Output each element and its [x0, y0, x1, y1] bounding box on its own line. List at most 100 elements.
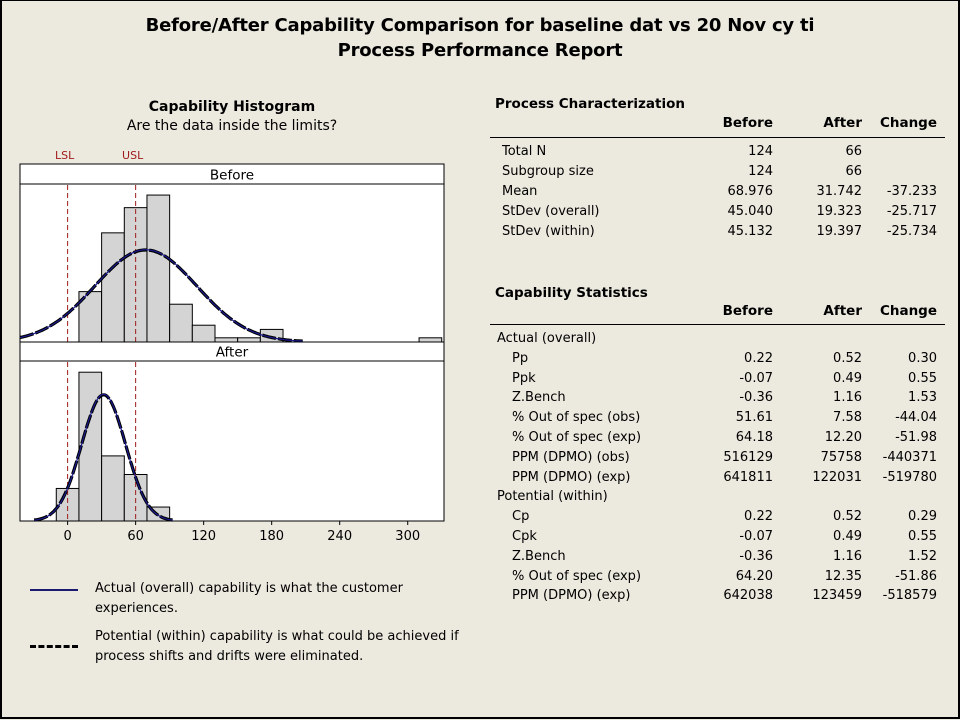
value-change: -25.734: [886, 224, 937, 239]
value-after: 19.397: [816, 224, 863, 239]
x-tick-label: 180: [259, 529, 284, 544]
histogram-bar: [101, 232, 125, 343]
value-after: 7.58: [833, 410, 862, 426]
value-after: 123459: [812, 588, 862, 604]
column-after: After: [823, 303, 862, 319]
table-row: StDev (overall) 45.040 19.323 -25.717: [490, 204, 945, 224]
value-before: -0.07: [739, 529, 773, 544]
row-label: PPM (DPMO) (obs): [512, 449, 630, 465]
legend-actual-text: Actual (overall) capability is what the …: [95, 581, 403, 616]
value-change: 0.29: [908, 509, 937, 525]
row-label: StDev (within): [502, 224, 595, 239]
row-label: Cp: [512, 509, 530, 525]
overall-capability-curve: [19, 249, 303, 342]
table-row: PPM (DPMO) (exp) 642038 123459 -518579: [490, 588, 945, 608]
table-row: Total N 124 66: [490, 144, 945, 164]
value-change: -440371: [882, 449, 937, 465]
value-before: 64.20: [735, 568, 773, 584]
row-label: Ppk: [512, 370, 536, 386]
value-change: -44.04: [895, 410, 937, 426]
histogram-bar: [146, 194, 171, 343]
report-title: Before/After Capability Comparison for b…: [145, 15, 815, 36]
table-row: Z.Bench -0.36 1.16 1.52: [490, 549, 945, 569]
value-before: 68.976: [727, 184, 774, 199]
table-row: Ppk -0.07 0.49 0.55: [490, 371, 945, 391]
column-before: Before: [722, 115, 773, 131]
value-after: 75758: [820, 449, 862, 465]
value-before: 641811: [723, 469, 773, 485]
histogram-bar: [237, 337, 261, 343]
row-label: Actual (overall): [497, 331, 597, 346]
histogram-panel-after: After: [19, 341, 445, 522]
capability-histogram: LSL USL Before After 0 60 120 180 240 300: [19, 149, 445, 544]
legend-potential-text: Potential (within) capability is what co…: [95, 627, 475, 667]
header-rule: [490, 324, 945, 325]
table-row: Cp 0.22 0.52 0.29: [490, 509, 945, 529]
row-label: % Out of spec (exp): [512, 568, 642, 584]
value-after: 12.35: [824, 568, 862, 584]
panel-label: After: [216, 345, 249, 361]
spec-limit-label-usl: USL: [122, 149, 144, 162]
x-tick-label: 0: [63, 529, 71, 544]
histogram-title: Capability Histogram: [148, 99, 316, 115]
value-before: -0.36: [739, 548, 773, 564]
value-after: 0.52: [833, 350, 862, 366]
histogram-bar: [418, 337, 443, 343]
value-before: -0.36: [739, 390, 773, 406]
legend-dashed-line-icon: [30, 645, 78, 648]
histogram-bar: [78, 371, 103, 522]
table-row: % Out of spec (obs) 51.61 7.58 -44.04: [490, 410, 945, 430]
x-tick-label: 300: [395, 529, 420, 544]
table-row: % Out of spec (exp) 64.18 12.20 -51.98: [490, 430, 945, 450]
value-change: 0.55: [908, 370, 937, 386]
value-after: 66: [845, 164, 862, 179]
row-label: PPM (DPMO) (exp): [512, 469, 631, 485]
row-label: % Out of spec (exp): [512, 430, 642, 445]
histogram-panel-before: Before: [19, 163, 445, 343]
histogram-subtitle: Are the data inside the limits?: [126, 118, 338, 134]
value-after: 66: [845, 144, 862, 159]
table-row: % Out of spec (exp) 64.20 12.35 -51.86: [490, 569, 945, 589]
row-label: PPM (DPMO) (exp): [512, 588, 631, 604]
value-after: 31.742: [816, 184, 863, 199]
table-row: Pp 0.22 0.52 0.30: [490, 351, 945, 371]
x-tick-label: 240: [327, 529, 352, 544]
value-before: -0.07: [739, 370, 773, 386]
value-before: 51.61: [735, 410, 773, 426]
table-row: PPM (DPMO) (obs) 516129 75758 -440371: [490, 450, 945, 470]
value-after: 122031: [812, 469, 862, 485]
value-change: 1.52: [908, 548, 937, 564]
capability-statistics-table: Capability Statistics Before After Chang…: [490, 284, 945, 614]
value-change: 1.53: [908, 390, 937, 406]
table-row: Mean 68.976 31.742 -37.233: [490, 184, 945, 204]
row-label: Cpk: [512, 529, 537, 544]
row-label: Subgroup size: [502, 164, 594, 179]
value-after: 1.16: [833, 548, 862, 564]
table-row: Z.Bench -0.36 1.16 1.53: [490, 390, 945, 410]
value-change: -51.86: [895, 568, 937, 584]
group-header-row: Actual (overall): [490, 331, 945, 351]
row-label: Total N: [502, 144, 547, 159]
value-after: 1.16: [833, 390, 862, 406]
value-before: 45.040: [727, 204, 774, 219]
header-rule: [490, 137, 945, 138]
spec-limit-label-lsl: LSL: [55, 149, 75, 162]
value-before: 124: [748, 164, 773, 179]
column-after: After: [823, 115, 862, 131]
value-before: 45.132: [727, 224, 774, 239]
value-change: 0.55: [908, 529, 937, 544]
value-before: 516129: [723, 449, 773, 465]
group-header-row: Potential (within): [490, 489, 945, 509]
value-before: 64.18: [735, 430, 773, 445]
legend-potential-line1: Potential (within) capability is what co…: [95, 629, 459, 644]
value-after: 19.323: [816, 204, 863, 219]
value-before: 0.22: [744, 350, 773, 366]
legend-solid-line-icon: [30, 589, 78, 591]
value-change: -51.98: [895, 430, 937, 445]
row-label: Mean: [502, 184, 538, 199]
value-after: 0.49: [833, 529, 862, 544]
histogram-bar: [191, 324, 216, 343]
report-subtitle: Process Performance Report: [337, 40, 623, 61]
value-before: 124: [748, 144, 773, 159]
table-row: Subgroup size 124 66: [490, 164, 945, 184]
